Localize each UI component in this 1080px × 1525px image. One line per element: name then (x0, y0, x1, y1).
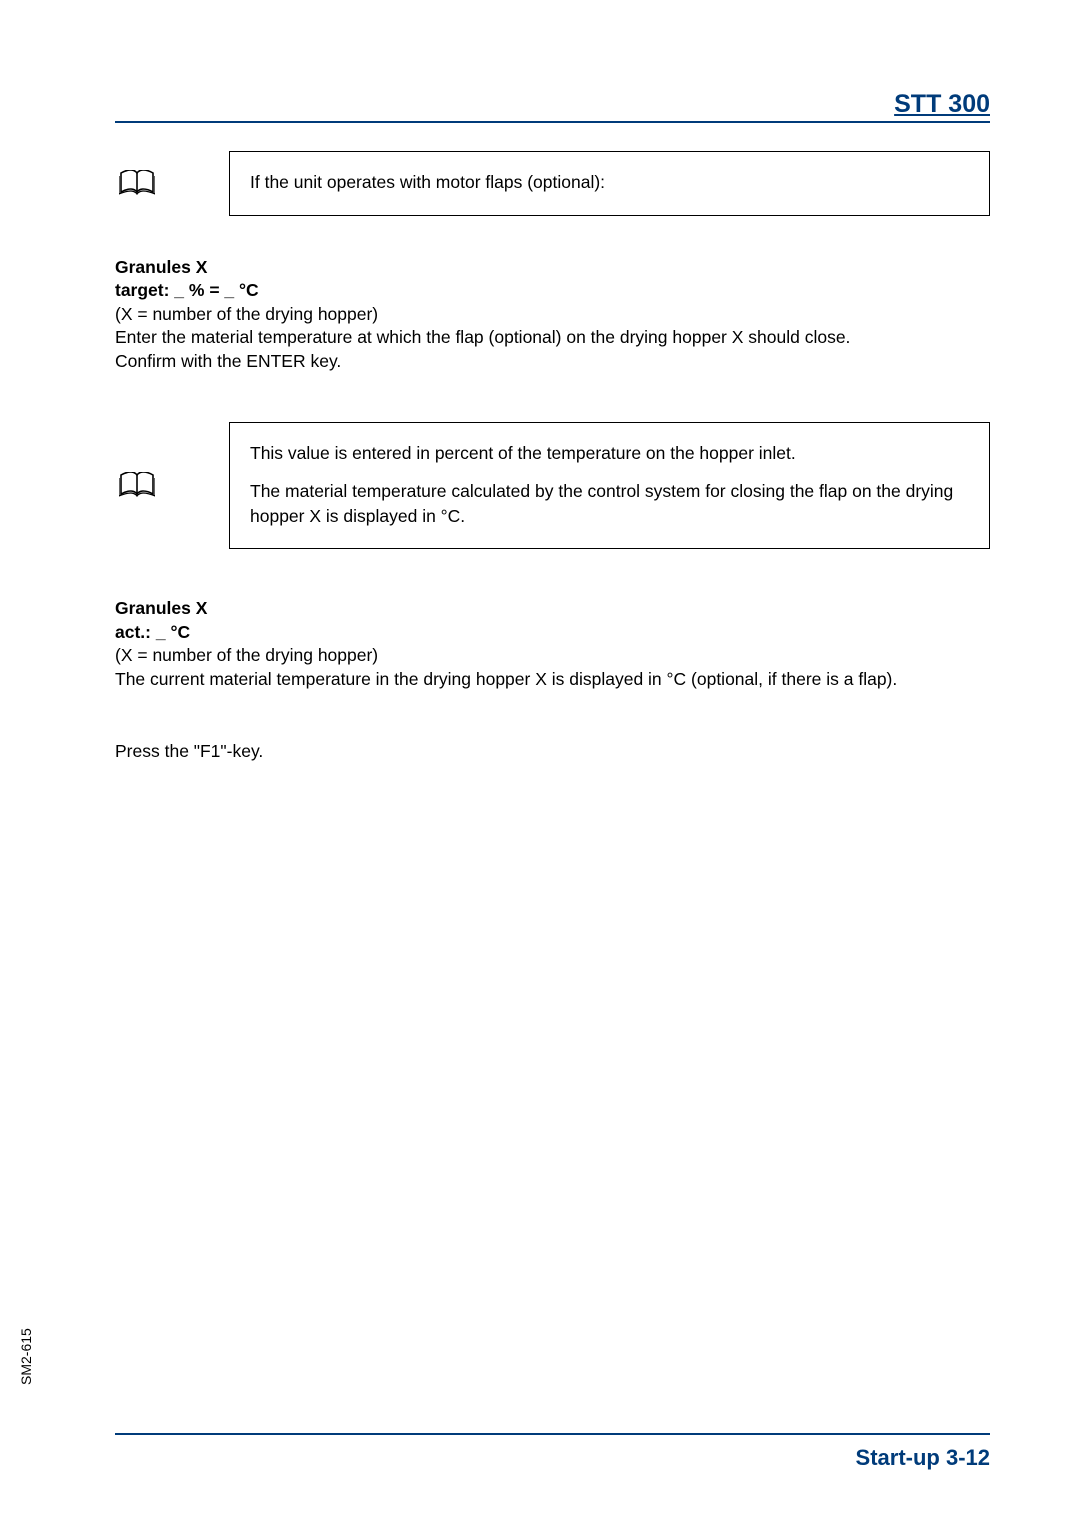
note-2-p1: This value is entered in percent of the … (250, 441, 969, 466)
header-rule (115, 121, 990, 123)
note-2-p2: The material temperature calculated by t… (250, 479, 969, 528)
side-label: SM2-615 (18, 1328, 34, 1385)
note-1-text: If the unit operates with motor flaps (o… (250, 170, 969, 195)
page-container: STT 300 If the unit operates with motor … (0, 0, 1080, 1525)
book-icon (119, 472, 155, 498)
note-box-1: If the unit operates with motor flaps (o… (229, 151, 990, 216)
press-instruction-block: Press the "F1"-key. (115, 740, 990, 764)
section2-heading-line1: Granules X (115, 597, 990, 621)
header: STT 300 (115, 90, 990, 123)
section-1: Granules X target: _ % = _ °C (X = numbe… (115, 256, 990, 374)
note-block-2: This value is entered in percent of the … (115, 422, 990, 550)
section2-line1: (X = number of the drying hopper) (115, 644, 990, 668)
book-icon-cell (115, 422, 229, 550)
section1-heading-line1: Granules X (115, 256, 990, 280)
book-icon (119, 170, 155, 196)
section1-line3: Confirm with the ENTER key. (115, 350, 990, 374)
section2-heading-line2: act.: _ °C (115, 621, 990, 645)
section1-line1: (X = number of the drying hopper) (115, 303, 990, 327)
section1-heading-line2: target: _ % = _ °C (115, 279, 990, 303)
footer: Start-up 3-12 (115, 1433, 990, 1471)
section1-line2: Enter the material temperature at which … (115, 326, 990, 350)
section2-line2: The current material temperature in the … (115, 668, 990, 692)
press-instruction: Press the "F1"-key. (115, 740, 990, 764)
document-title: STT 300 (115, 90, 990, 119)
footer-rule (115, 1433, 990, 1435)
note-block-1: If the unit operates with motor flaps (o… (115, 151, 990, 216)
note-box-2: This value is entered in percent of the … (229, 422, 990, 550)
section-2: Granules X act.: _ °C (X = number of the… (115, 597, 990, 692)
book-icon-cell (115, 151, 229, 216)
footer-text: Start-up 3-12 (115, 1445, 990, 1471)
